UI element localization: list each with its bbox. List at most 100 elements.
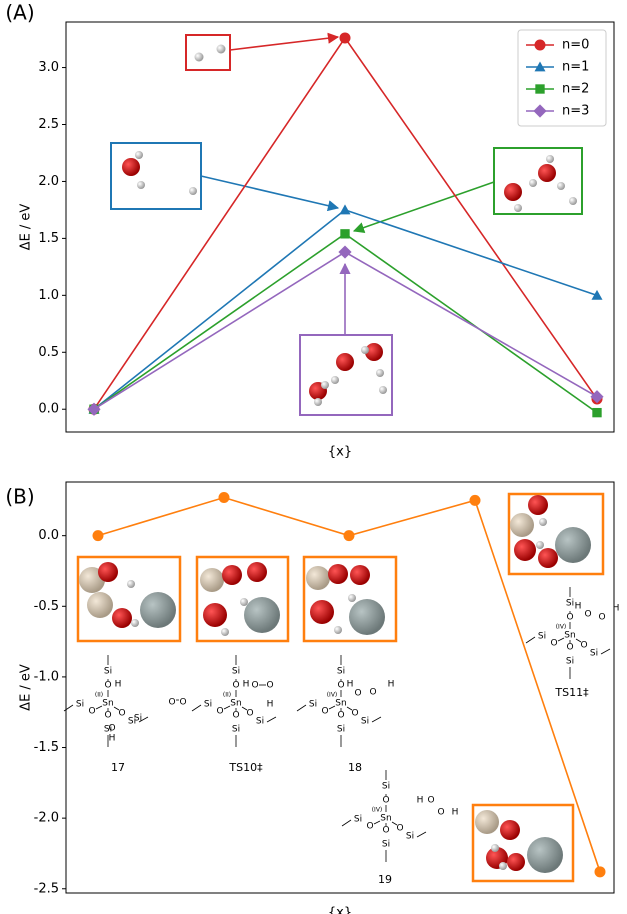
panel-label: (A) [5,1,34,25]
bond [371,716,382,723]
atom-label: O [337,711,344,721]
bond [525,636,536,644]
atom-label: H [388,680,395,690]
bond [138,716,149,723]
atom-label: Si [382,782,390,792]
atom-label: O [337,681,344,691]
structure-label: TS11‡ [554,686,589,699]
marker [92,530,104,542]
insets [76,32,605,883]
atom-label: Si [256,717,264,727]
structure-label: 18 [348,761,362,774]
atom-label: Si [309,700,317,710]
y-tick-label: -2.0 [34,811,59,826]
atom-label: O [232,711,239,721]
bond [95,705,103,710]
atom-label: O [566,643,573,653]
atom-label: H [109,734,116,744]
atom-label: O [382,826,389,836]
atom-label: O [366,822,373,832]
atom-label: Si [382,840,390,850]
atom-label: Sn [564,631,575,641]
atom-label: (II) [95,692,103,699]
atom-label: O [382,796,389,806]
atom-label: H [417,796,424,806]
y-tick-label: -1.0 [34,669,59,684]
bond [557,637,565,642]
atom-label: Si [76,700,84,710]
atom-label: Si [104,667,112,677]
atom-label: Si [232,725,240,735]
atom-label: Si [232,667,240,677]
legend-marker [534,39,546,51]
atom-label: O [104,681,111,691]
y-tick-label: 2.5 [38,117,59,132]
bond [266,716,277,723]
bond [63,704,74,712]
atom-label: O [580,641,587,651]
legend-label: n=3 [562,104,589,119]
y-tick-label: 1.5 [38,231,59,246]
atom-label: O [104,711,111,721]
atom-label: Sn [230,699,241,709]
atom-label: H [243,680,250,690]
atom-label: O [598,613,605,623]
atom-label: O [396,824,403,834]
structure-label: 19 [378,873,392,886]
bond [296,704,307,712]
atom-label: O [354,689,361,699]
y-tick-label: 3.0 [38,60,59,75]
atom-label: O [246,709,253,719]
legend-label: n=2 [562,82,589,97]
y-axis-label: ΔE / eV [19,204,34,251]
y-tick-label: -0.5 [34,599,59,614]
atom-label: Si [134,714,142,724]
legend-marker [535,84,545,94]
marker [592,407,602,418]
y-tick-label: -2.5 [34,881,59,896]
structure-label: TS10‡ [228,761,263,774]
x-axis-label: {x} [328,906,352,914]
atom-label: O [427,796,434,806]
atom-label: Si [104,725,112,735]
bond [223,705,231,710]
atom-label: O [584,610,591,620]
atom-label: O [108,724,115,734]
atom-label: Si [361,717,369,727]
atom-label: H [115,680,122,690]
atom-label: H [452,808,459,818]
legend-label: n=0 [562,38,589,53]
atom-label: H [347,680,354,690]
plot-frame [65,21,615,433]
atom-label: Si [204,700,212,710]
bond [328,705,336,710]
bond [241,706,248,711]
atom-label: Si [354,815,362,825]
atom-label: Si [337,667,345,677]
atom-label: O [232,681,239,691]
bond [575,638,582,643]
y-tick-label: 2.0 [38,174,59,189]
bond [391,821,398,826]
atom-label: O [216,707,223,717]
atom-label: (IV) [372,807,383,814]
legend-box [517,29,607,127]
marker [87,402,101,416]
atom-label: O [168,698,175,708]
bond [373,820,381,825]
bond [113,706,120,711]
plot-frame [65,481,615,894]
y-tick-label: 0.0 [38,402,59,417]
x-axis-label: {x} [328,445,352,460]
bond [346,706,353,711]
atom-label: Sn [335,699,346,709]
atom-label: Si [128,717,136,727]
legend-marker [533,104,547,118]
legend-marker [534,61,546,72]
atom-label: H [575,602,582,612]
atom-label: O [351,709,358,719]
atom-label: Si [337,725,345,735]
